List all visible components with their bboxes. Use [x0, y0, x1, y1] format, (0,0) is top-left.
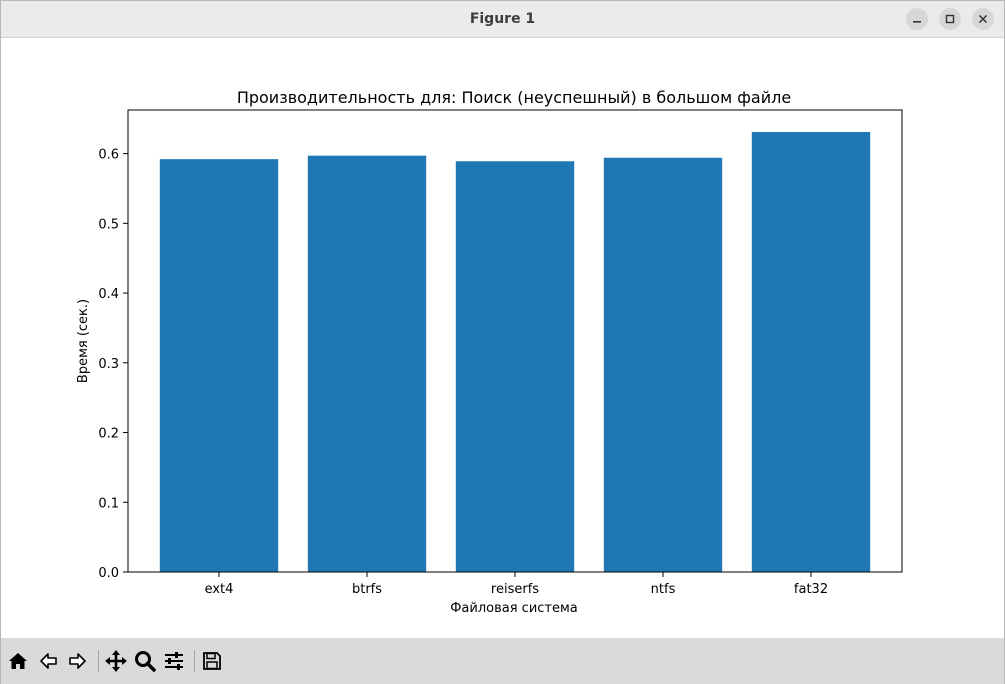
y-tick-label: 0.4 [98, 287, 119, 302]
x-axis: ext4 btrfs reiserfs ntfs fat32 [205, 572, 828, 597]
bar-chart: Производительность для: Поиск (неуспешны… [76, 88, 903, 616]
home-icon [9, 653, 27, 669]
zoom-button[interactable] [132, 648, 158, 674]
navigation-toolbar [1, 638, 1004, 684]
minimize-icon [913, 21, 921, 23]
maximize-icon [945, 14, 955, 24]
y-axis: 0.0 0.1 0.2 0.3 0.4 0.5 0.6 [98, 148, 128, 581]
x-tick-label: reiserfs [491, 582, 539, 597]
x-axis-label: Файловая система [450, 601, 578, 616]
back-button[interactable] [35, 648, 61, 674]
title-bar[interactable]: Figure 1 [1, 1, 1004, 38]
y-tick-label: 0.1 [98, 496, 119, 511]
toolbar-separator [194, 650, 195, 672]
zoom-icon [135, 651, 156, 672]
save-icon [203, 652, 221, 670]
chart-title: Производительность для: Поиск (неуспешны… [237, 88, 791, 107]
forward-button[interactable] [65, 648, 91, 674]
home-button[interactable] [5, 648, 31, 674]
y-tick-label: 0.5 [98, 217, 119, 232]
configure-subplots-button[interactable] [161, 648, 187, 674]
bar-btrfs [307, 155, 427, 572]
back-icon [40, 653, 57, 669]
y-tick-label: 0.6 [98, 148, 119, 163]
y-tick-label: 0.0 [98, 566, 119, 581]
bar-ext4 [159, 159, 279, 573]
y-axis-label: Время (сек.) [76, 299, 91, 383]
save-button[interactable] [199, 648, 225, 674]
figure-canvas[interactable]: Производительность для: Поиск (неуспешны… [1, 38, 1004, 638]
close-icon [978, 14, 988, 24]
x-tick-label: fat32 [794, 582, 828, 597]
toolbar-separator [98, 650, 99, 672]
configure-subplots-icon [165, 652, 183, 670]
pan-icon [105, 650, 127, 672]
bar-fat32 [751, 131, 871, 572]
x-tick-label: ntfs [651, 582, 676, 597]
bars-group [159, 131, 871, 573]
x-tick-label: ext4 [205, 582, 234, 597]
forward-icon [69, 653, 86, 669]
bar-ntfs [603, 157, 723, 573]
bar-reiserfs [455, 161, 575, 572]
close-button[interactable] [972, 8, 994, 30]
window-title: Figure 1 [469, 11, 536, 27]
x-tick-label: btrfs [352, 582, 382, 597]
maximize-button[interactable] [939, 8, 961, 30]
pan-button[interactable] [103, 648, 129, 674]
y-tick-label: 0.3 [98, 357, 119, 372]
y-tick-label: 0.2 [98, 427, 119, 442]
minimize-button[interactable] [906, 8, 928, 30]
